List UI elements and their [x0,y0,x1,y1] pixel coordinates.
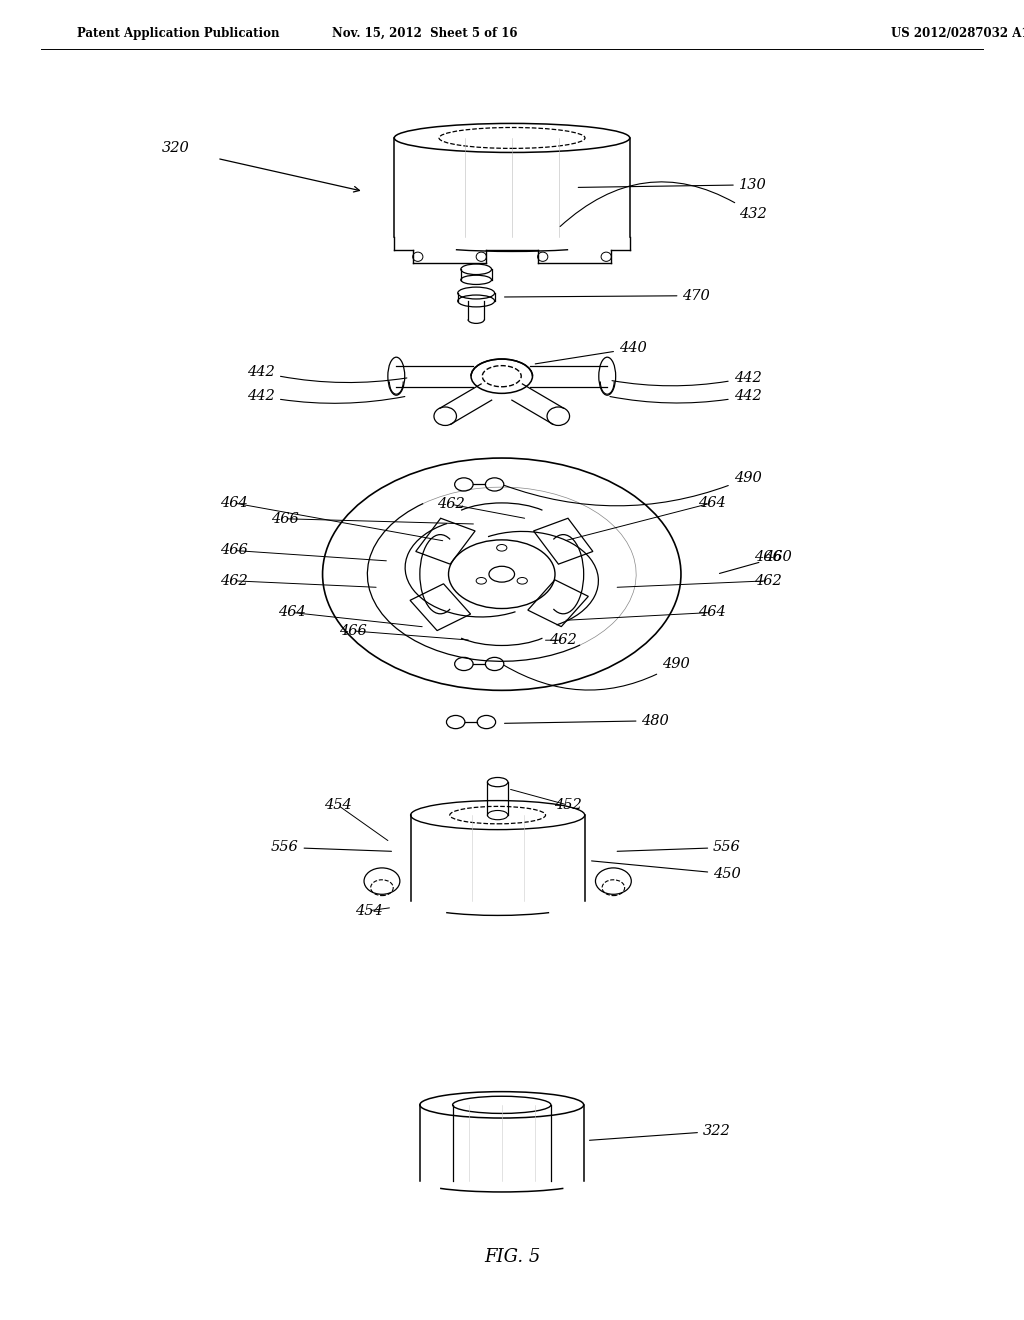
Text: 466: 466 [339,624,368,638]
Text: 464: 464 [219,496,248,510]
Text: 442: 442 [247,366,407,383]
Text: 320: 320 [162,141,190,154]
Text: 462: 462 [754,574,782,587]
Text: Nov. 15, 2012  Sheet 5 of 16: Nov. 15, 2012 Sheet 5 of 16 [332,28,518,40]
Text: 466: 466 [270,512,299,525]
Text: 460: 460 [720,550,793,573]
Text: 440: 440 [536,342,647,364]
Text: 462: 462 [549,634,578,647]
Text: 462: 462 [219,574,248,587]
Text: 462: 462 [436,498,465,511]
Text: 454: 454 [324,799,352,812]
Text: FIG. 5: FIG. 5 [483,1247,541,1266]
Text: 470: 470 [505,289,711,302]
Text: 442: 442 [247,389,404,404]
Text: 130: 130 [579,178,767,191]
Text: 464: 464 [697,496,726,510]
Text: 322: 322 [590,1125,731,1140]
Text: 454: 454 [354,904,383,917]
Text: 464: 464 [278,606,306,619]
Text: 556: 556 [270,841,391,854]
Text: Patent Application Publication: Patent Application Publication [77,28,280,40]
Text: 466: 466 [754,550,782,564]
Text: 452: 452 [554,799,583,812]
Text: 442: 442 [610,389,762,403]
Text: 432: 432 [560,182,767,227]
Text: 490: 490 [505,471,762,506]
Text: 480: 480 [505,714,670,727]
Text: 556: 556 [617,841,741,854]
Text: 466: 466 [219,544,248,557]
Text: 490: 490 [504,657,690,690]
Text: 442: 442 [612,371,762,385]
Text: 450: 450 [592,861,741,880]
Text: US 2012/0287032 A1: US 2012/0287032 A1 [891,28,1024,40]
Text: 464: 464 [697,606,726,619]
